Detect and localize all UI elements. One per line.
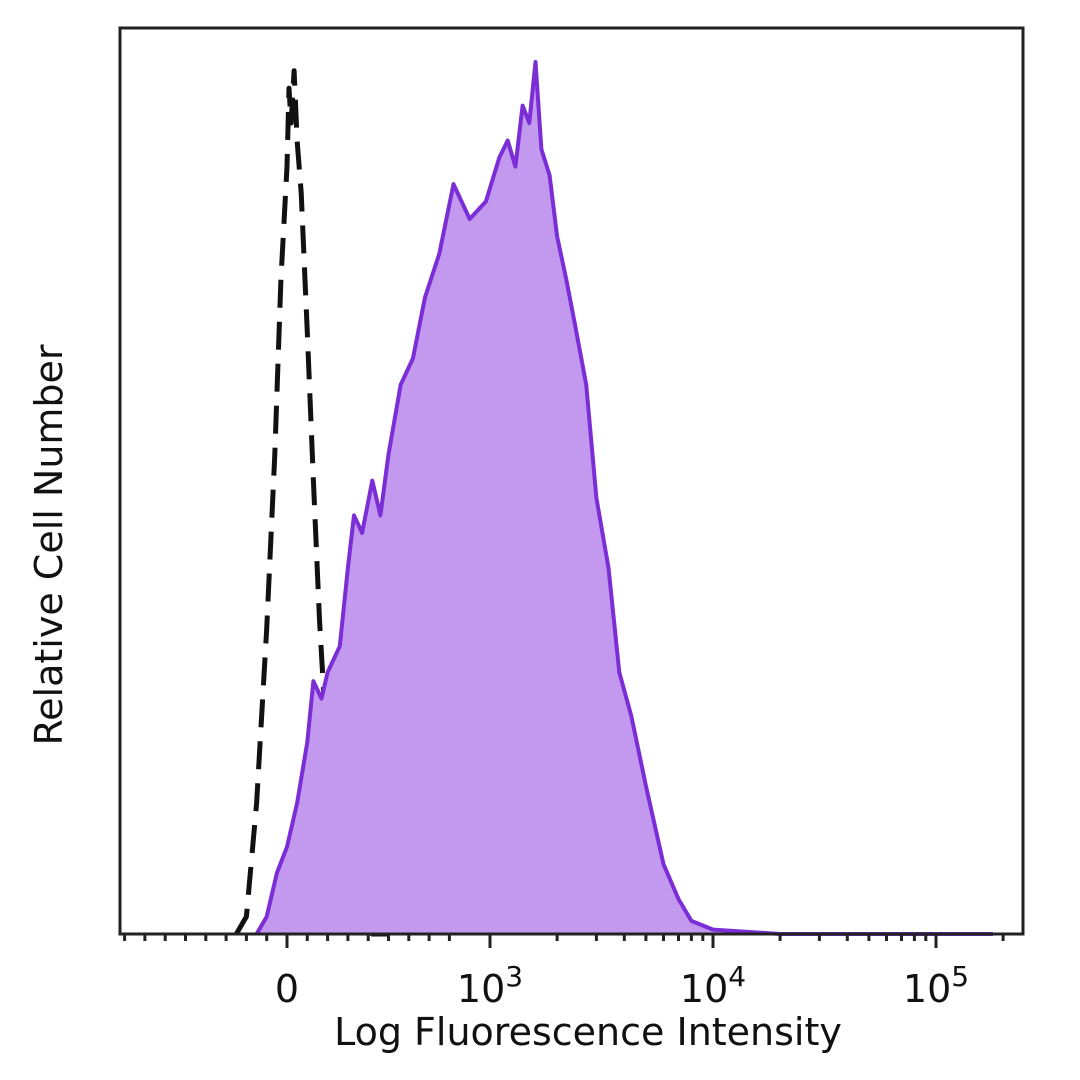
x-tick-label: 103 [457, 960, 523, 1011]
series-1-line [254, 60, 993, 936]
series-1-area [256, 62, 993, 934]
x-tick-label: 0 [275, 967, 299, 1011]
plot-frame [118, 26, 1025, 936]
x-tick-labels: 0 103 104 105 [275, 960, 969, 1011]
y-axis-title: Relative Cell Number [27, 344, 71, 745]
x-tick-label: 104 [680, 960, 746, 1011]
x-axis-title: Log Fluorescence Intensity [334, 1010, 842, 1054]
x-tick-label: 105 [903, 960, 969, 1011]
x-ticks [123, 934, 1005, 948]
